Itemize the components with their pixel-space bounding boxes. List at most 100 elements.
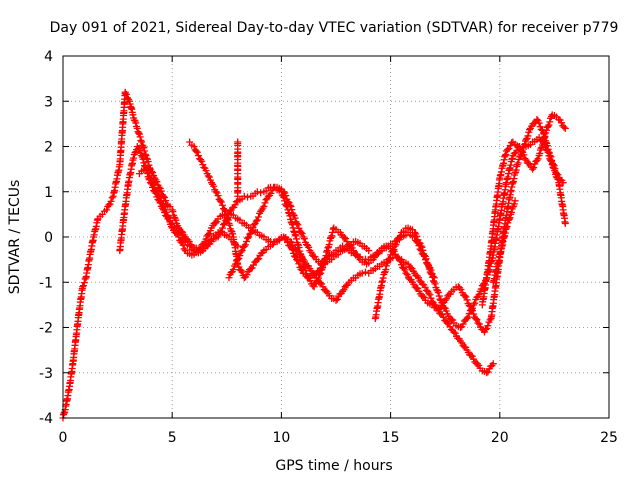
track-5-fill-9-9 (290, 227, 298, 235)
track-5-fill-12-2 (306, 277, 314, 285)
track-1-fill-26-5 (172, 216, 180, 224)
track-5-fill-8-4 (281, 197, 289, 205)
track-5-fill-13-4 (315, 274, 323, 282)
track-3-fill-2-1 (150, 180, 158, 188)
track-4-fill-49-1 (484, 368, 492, 376)
track-5-fill-45-3 (522, 135, 530, 143)
track-6-fill-8-4 (427, 269, 435, 277)
track-4-fill-43-1 (445, 320, 453, 328)
track-8-fill-4-3 (509, 203, 517, 211)
track-5-fill-2-3 (241, 241, 249, 249)
track-7-fill-11-3 (544, 122, 552, 130)
track-7-point-14 (561, 124, 569, 132)
track-4-point-1 (190, 143, 198, 150)
track-7-fill-10-3 (537, 144, 545, 152)
y-axis-label: SDTVAR / TECUs (7, 180, 23, 295)
track-5-fill-11-3 (299, 258, 307, 266)
track-5-fill-11-2 (298, 255, 306, 263)
track-4-fill-7-2 (218, 201, 226, 209)
track-6-fill-27-7 (554, 175, 562, 183)
track-3-fill-2-4 (153, 188, 161, 196)
track-2-fill-21-3 (231, 201, 239, 209)
track-5-fill-14-6 (321, 255, 329, 263)
track-2-fill-4-2 (135, 146, 143, 154)
track-7-fill-7-4 (520, 151, 528, 159)
track-5-fill-37-5 (473, 316, 481, 324)
track-2-fill-5-2 (139, 155, 147, 163)
track-4-point-30 (358, 269, 366, 277)
track-6-fill-14-4 (467, 305, 475, 313)
track-1-fill-18-4 (136, 133, 144, 141)
track-5-fill-10-5 (294, 240, 302, 248)
track-8-fill-4-1 (507, 208, 515, 216)
gridlines (63, 56, 609, 418)
track-5-fill-10-1 (291, 231, 299, 239)
track-5-fill-10-7 (295, 243, 303, 251)
track-1-fill-17-4 (132, 119, 140, 127)
track-5-fill-26-4 (400, 264, 408, 272)
track-5-fill-33-1 (443, 295, 451, 303)
track-7-fill-7-5 (521, 155, 529, 163)
track-5-fill-9-7 (289, 221, 297, 229)
track-5-fill-15-6 (327, 233, 335, 241)
track-2-fill-31-4 (297, 228, 305, 236)
track-2-fill-25-1 (257, 189, 265, 197)
x-tick-label-2: 10 (272, 430, 290, 446)
track-2-fill-14-4 (187, 241, 195, 249)
track-2-fill-4-1 (134, 145, 142, 153)
track-4-fill-6-2 (214, 192, 222, 200)
y-tick-label-7: 3 (44, 94, 53, 110)
track-6-fill-8-1 (425, 261, 433, 269)
track-6-fill-8-6 (429, 273, 437, 281)
track-4-fill-8-5 (224, 216, 232, 224)
track-6-fill-2-4 (389, 246, 397, 254)
track-3-fill-3-1 (156, 194, 164, 202)
track-2-point-5 (138, 152, 146, 160)
track-5-fill-29-3 (419, 292, 427, 300)
track-2-fill-19-3 (217, 227, 225, 235)
track-5-fill-5-2 (260, 202, 268, 210)
track-4-fill-12-2 (243, 271, 251, 279)
track-2-fill-5-4 (141, 162, 149, 170)
track-4-fill-4-1 (204, 172, 212, 180)
track-5-fill-8-6 (282, 202, 290, 210)
track-5-fill-27-1 (403, 271, 411, 279)
track-4-point-6 (212, 188, 220, 196)
track-4-point-2 (194, 152, 202, 160)
track-4-point-13 (247, 265, 255, 273)
track-5-fill-39-5 (486, 316, 494, 324)
y-tick-label-3: -1 (39, 275, 53, 291)
track-3-fill-1-5 (147, 175, 155, 183)
track-5-fill-45-5 (524, 132, 532, 140)
track-2-fill-30-4 (289, 211, 297, 219)
track-6-point-3 (391, 242, 399, 250)
track-4-point-44 (450, 328, 458, 336)
track-3-fill-3-5 (161, 203, 169, 211)
track-3-fill-1-4 (146, 175, 154, 183)
track-1-fill-19-4 (141, 147, 149, 155)
track-6-fill-9-4 (434, 287, 442, 295)
track-6-fill-15-1 (471, 299, 479, 307)
track-2-fill-3-1 (130, 154, 138, 162)
track-1-fill-19-3 (140, 144, 148, 152)
track-5-fill-9-6 (288, 219, 296, 227)
track-5-fill-5-3 (261, 199, 269, 207)
track-6-fill-26-7 (547, 157, 555, 165)
track-6-point-2 (384, 256, 392, 264)
track-6-fill-11-3 (447, 315, 455, 323)
track-5-fill-35-2 (457, 286, 465, 294)
track-6-fill-13-2 (459, 320, 467, 328)
track-5-point-0 (225, 274, 233, 282)
track-7-fill-13-4 (560, 123, 568, 131)
track-4-point-49 (483, 369, 491, 377)
track-1-fill-18-2 (135, 129, 143, 137)
track-4-fill-26-1 (333, 295, 341, 303)
track-5-point-38 (474, 319, 482, 327)
track-5-fill-1-2 (234, 255, 242, 263)
track-1-fill-6-2 (80, 279, 88, 287)
track-6-point-14 (463, 314, 471, 322)
track-4-fill-14-1 (255, 255, 263, 263)
track-5-fill-9-1 (285, 209, 293, 217)
axis-ticks: 0 5 10 15 20 25 -4 -3 -2 -1 0 1 2 3 4 (39, 49, 618, 446)
track-4-fill-30-1 (361, 268, 369, 276)
